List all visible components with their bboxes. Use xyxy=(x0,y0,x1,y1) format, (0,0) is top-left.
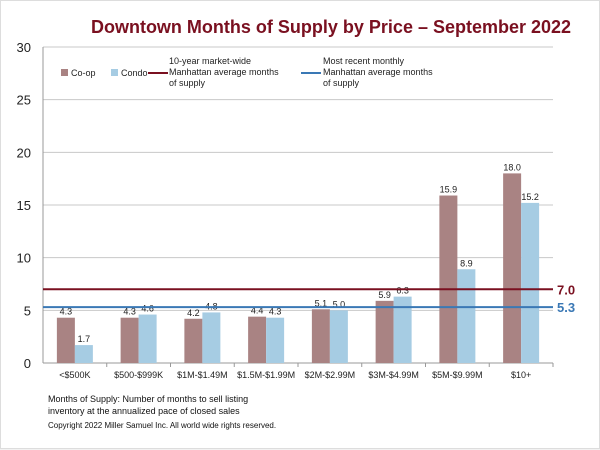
bar-condo xyxy=(266,317,285,363)
data-label: 15.9 xyxy=(440,185,458,195)
footnote-line-2: inventory at the annualized pace of clos… xyxy=(48,406,240,416)
reference-line-value: 5.3 xyxy=(557,300,575,315)
bar-coop xyxy=(439,195,458,363)
data-label: 4.3 xyxy=(123,307,136,317)
bar-coop xyxy=(248,316,267,363)
bar-condo xyxy=(74,345,93,363)
y-tick-label: 20 xyxy=(17,145,31,160)
y-tick-label: 25 xyxy=(17,93,31,108)
y-tick-label: 30 xyxy=(17,40,31,55)
data-label: 4.3 xyxy=(269,307,282,317)
chart-title: Downtown Months of Supply by Price – Sep… xyxy=(90,17,572,37)
data-label: 6.3 xyxy=(396,286,409,296)
data-label: 5.1 xyxy=(315,298,328,308)
x-tick-label: $1.5M-$1.99M xyxy=(237,370,295,380)
reference-line-value: 7.0 xyxy=(557,282,575,297)
data-label: 5.0 xyxy=(333,299,346,309)
bar-condo xyxy=(521,202,540,363)
bar-condo xyxy=(202,312,221,363)
x-tick-label: <$500K xyxy=(59,370,90,380)
x-tick-label: $10+ xyxy=(511,370,531,380)
y-tick-label: 0 xyxy=(24,356,31,371)
x-tick-label: $500-$999K xyxy=(114,370,163,380)
bar-coop xyxy=(56,317,75,363)
data-label: 4.4 xyxy=(251,306,264,316)
data-label: 4.2 xyxy=(187,308,200,318)
legend-swatch xyxy=(111,69,118,76)
legend-label: Co-op xyxy=(71,68,96,78)
data-label: 8.9 xyxy=(460,258,473,268)
data-label: 5.9 xyxy=(378,290,391,300)
legend-label: 10-year market-wide Manhattan average mon… xyxy=(169,56,279,88)
bar-condo xyxy=(138,314,157,363)
data-label: 1.7 xyxy=(78,334,91,344)
data-label: 18.0 xyxy=(503,162,521,172)
bar-coop xyxy=(184,318,203,363)
bar-coop xyxy=(120,317,139,363)
data-label: 15.2 xyxy=(521,192,539,202)
bar-coop xyxy=(503,173,522,363)
x-tick-label: $1M-$1.49M xyxy=(177,370,228,380)
x-tick-label: $2M-$2.99M xyxy=(305,370,356,380)
y-tick-label: 15 xyxy=(17,198,31,213)
legend-label: Most recent monthly Manhattan average mon… xyxy=(323,56,433,88)
x-tick-label: $3M-$4.99M xyxy=(368,370,419,380)
bar-coop xyxy=(375,300,394,363)
data-label: 4.3 xyxy=(60,307,73,317)
y-tick-label: 10 xyxy=(17,251,31,266)
bar-condo xyxy=(393,296,412,363)
legend-label: Condo xyxy=(121,68,148,78)
footnote-line-1: Months of Supply: Number of months to se… xyxy=(48,394,249,404)
legend-swatch xyxy=(61,69,68,76)
bar-condo xyxy=(329,310,348,363)
copyright: Copyright 2022 Miller Samuel Inc. All wo… xyxy=(48,421,277,430)
bar-coop xyxy=(311,309,330,363)
x-tick-label: $5M-$9.99M xyxy=(432,370,483,380)
data-label: 4.6 xyxy=(141,304,154,314)
y-tick-label: 5 xyxy=(24,303,31,318)
bar-condo xyxy=(457,269,476,363)
